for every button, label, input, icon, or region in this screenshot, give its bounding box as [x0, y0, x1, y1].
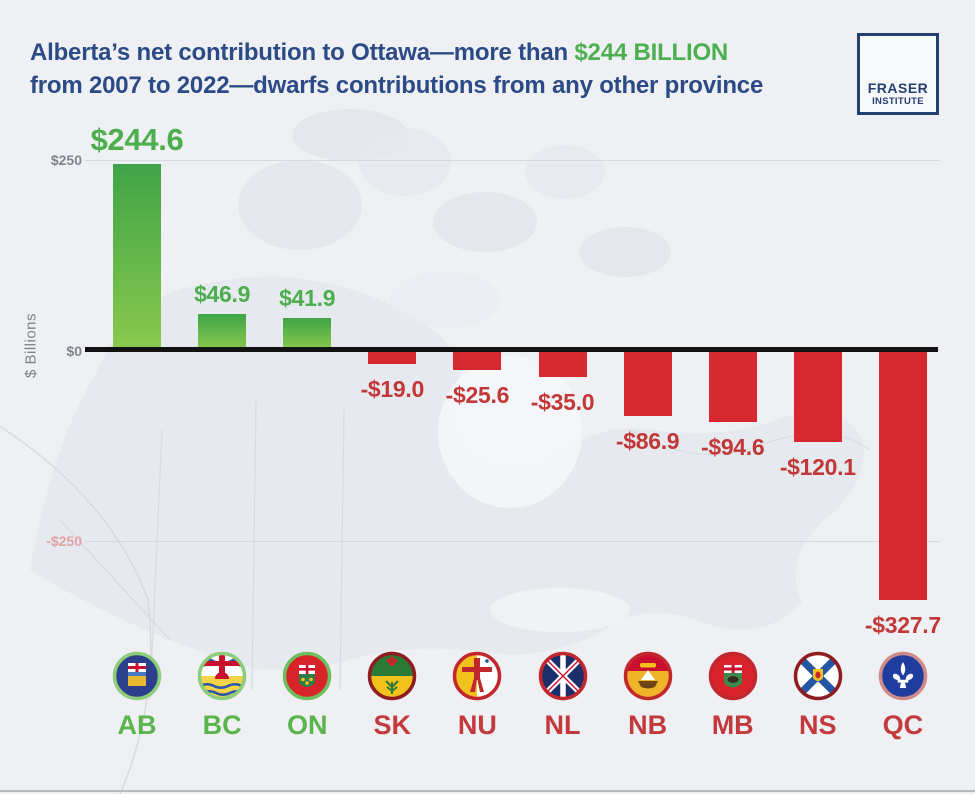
category-label-on: ON — [286, 710, 328, 740]
flag-mb-icon — [707, 650, 759, 702]
zero-axis-line — [85, 347, 938, 352]
value-label-nu: -$25.6 — [445, 381, 510, 408]
bar-qc — [878, 350, 927, 600]
flag-bc-icon — [196, 650, 248, 702]
bar-sk — [368, 350, 417, 365]
category-label-sk: SK — [373, 710, 412, 740]
category-label-nl: NL — [544, 710, 581, 740]
flag-on-icon — [281, 650, 333, 702]
bar-on — [283, 318, 332, 350]
logo-text-institute: INSTITUTE — [872, 96, 924, 107]
bottom-border — [0, 790, 975, 792]
value-label-nl: -$35.0 — [530, 388, 595, 415]
gridline-250 — [85, 160, 940, 161]
fraser-institute-logo: FRASER INSTITUTE — [857, 33, 939, 115]
value-label-qc: -$327.7 — [864, 611, 941, 638]
chart-title: Alberta’s net contribution to Ottawa—mor… — [30, 36, 860, 102]
ytick-neg-250: -$250 — [46, 533, 82, 549]
title-text-line2: from 2007 to 2022—dwarfs contributions f… — [30, 72, 764, 99]
category-label-mb: MB — [711, 710, 754, 740]
flag-sk-icon — [366, 650, 418, 702]
value-label-ab: $244.6 — [90, 121, 184, 157]
y-axis-label: $ Billions — [22, 312, 40, 379]
bar-nl — [538, 350, 587, 377]
flag-nl-icon — [537, 650, 589, 702]
bar-nu — [453, 350, 502, 370]
ytick-250: $250 — [50, 152, 82, 168]
value-label-mb: -$94.6 — [700, 434, 765, 461]
bar-bc — [198, 314, 247, 350]
category-label-bc: BC — [202, 710, 242, 740]
bar-nb — [623, 350, 672, 417]
value-label-nb: -$86.9 — [615, 428, 680, 455]
value-label-sk: -$19.0 — [360, 376, 425, 403]
category-label-nu: NU — [457, 710, 497, 740]
category-label-nb: NB — [628, 710, 668, 740]
bar-ns — [793, 350, 842, 442]
logo-text-fraser: FRASER — [867, 80, 929, 96]
flag-ns-icon — [792, 650, 844, 702]
value-label-bc: $46.9 — [194, 281, 251, 308]
category-label-ab: AB — [117, 710, 157, 740]
title-highlight: $244 BILLION — [574, 39, 729, 66]
category-label-qc: QC — [882, 710, 924, 740]
ytick-0: $0 — [66, 343, 82, 359]
flag-nu-icon — [451, 650, 503, 702]
value-label-on: $41.9 — [279, 285, 336, 312]
flag-nb-icon — [622, 650, 674, 702]
gridline-neg-250 — [85, 541, 940, 542]
category-label-ns: NS — [799, 710, 837, 740]
flag-qc-icon — [877, 650, 929, 702]
value-label-ns: -$120.1 — [779, 453, 856, 480]
title-text-line1: Alberta’s net contribution to Ottawa—mor… — [30, 39, 575, 66]
bar-mb — [708, 350, 757, 423]
flag-ab-icon — [111, 650, 163, 702]
bar-ab — [113, 163, 161, 350]
